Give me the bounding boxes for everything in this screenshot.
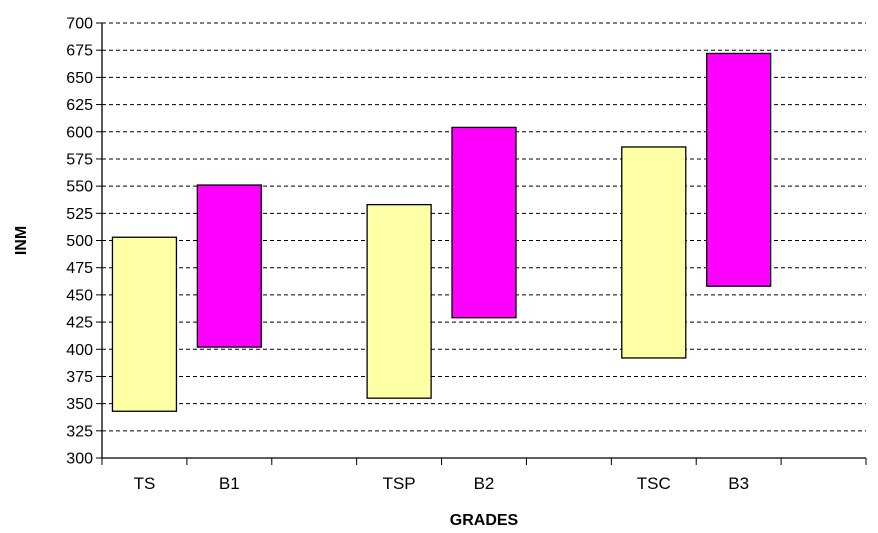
y-tick-labels: 300 325 350 375 400 425 450 475 500 525 550 575 600 6… [66,16,93,468]
y-tick-label: 650 [66,70,93,87]
bar-tsc [621,146,687,359]
axes [96,22,867,465]
bar-b1 [196,184,262,348]
y-axis-title: INM [13,226,30,255]
y-tick-label: 375 [66,369,93,386]
y-tick-label: 675 [66,43,93,60]
y-tick-label: 575 [66,151,93,168]
y-tick-label: 700 [66,16,93,33]
y-tick-label: 325 [66,423,93,440]
x-tick-label: TSC [637,474,671,493]
x-tick-label: B3 [728,474,749,493]
x-tick-label: TS [134,474,156,493]
y-tick-label: 600 [66,124,93,141]
y-tick-label: 500 [66,233,93,250]
bar-tsp [366,203,432,399]
bar-b2 [451,126,517,319]
bar-ts [111,236,178,412]
y-tick-label: 475 [66,260,93,277]
y-tick-label: 350 [66,396,93,413]
y-tick-label: 525 [66,206,93,223]
y-tick-label: 550 [66,179,93,196]
x-tick-labels: TS B1 TSP B2 TSC B3 [134,474,749,493]
x-tick-label: B2 [474,474,495,493]
bars [111,52,772,412]
y-tick-label: 400 [66,342,93,359]
bar-b3 [706,52,772,287]
y-tick-label: 300 [66,451,93,468]
x-tick-label: B1 [219,474,240,493]
y-tick-label: 425 [66,315,93,332]
x-tick-label: TSP [383,474,416,493]
x-axis-title: GRADES [450,512,519,529]
y-tick-label: 450 [66,287,93,304]
y-tick-label: 625 [66,97,93,114]
